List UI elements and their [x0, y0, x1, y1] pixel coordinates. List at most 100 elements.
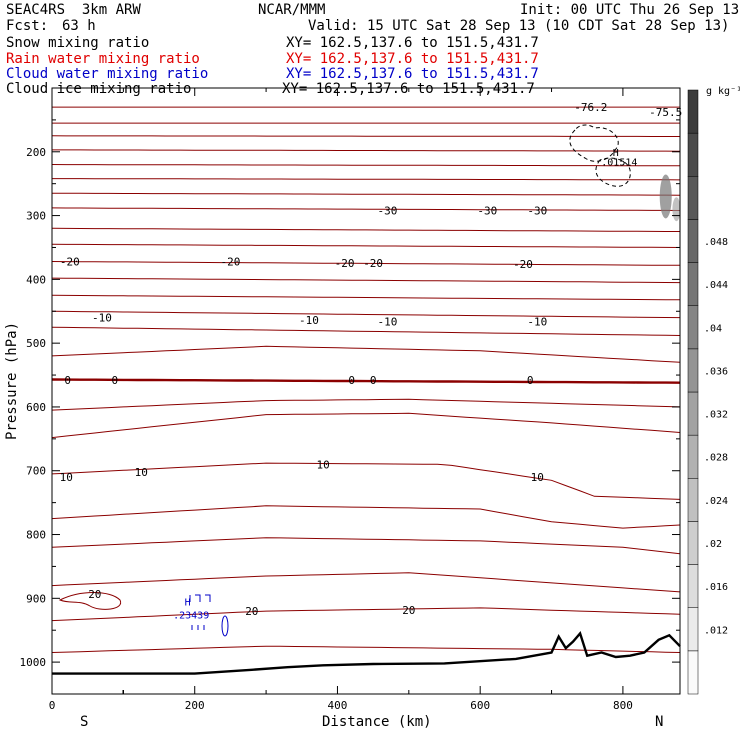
- colorbar-segment: [687, 434, 699, 479]
- org-title: NCAR/MMM: [258, 2, 326, 18]
- temperature-contour: [51, 505, 681, 529]
- max-label: .01514: [601, 157, 637, 168]
- snow-outline: [595, 157, 631, 187]
- y-tick-label: 700: [26, 465, 46, 478]
- x-tick-label: 800: [613, 699, 633, 712]
- contour-label: -20: [363, 257, 383, 270]
- temperature-contour: [51, 398, 681, 411]
- contour-labels: -76.2 -75.5 -30 -30 -30 -20 -20 -20 -20 -20 -10 -10…: [60, 101, 683, 621]
- temperature-contour: [51, 645, 681, 653]
- colorbar-tick-label: .04: [704, 323, 722, 334]
- contour-label: 10: [531, 471, 544, 484]
- axis-ticks: 0 200 400 600 800200300400500600700800900100…: [20, 88, 680, 712]
- colorbar-tick-label: .044: [704, 280, 728, 291]
- field-cloudice-name: Cloud ice mixing ratio: [6, 81, 192, 97]
- colorbar-segment: [687, 650, 699, 695]
- temperature-contour: [51, 572, 681, 593]
- contour-label: -76.2: [574, 101, 607, 114]
- contour-label: 10: [135, 466, 148, 479]
- contour-label: 20: [402, 604, 415, 617]
- y-tick-label: 900: [26, 592, 46, 605]
- x-tick-label: 0: [49, 699, 56, 712]
- contour-label: -20: [513, 258, 533, 271]
- model-title: SEAC4RS 3km ARW: [6, 2, 141, 18]
- fcst-value: 63 h: [62, 18, 96, 34]
- contour-label: 0: [64, 374, 71, 387]
- fcst-label: Fcst:: [6, 18, 49, 34]
- contour-label: 20: [88, 588, 101, 601]
- field-cloudice-xy: XY= 162.5,137.6 to 151.5,431.7: [282, 81, 535, 97]
- contour-label: -10: [377, 315, 397, 328]
- contour-label: -10: [299, 314, 319, 327]
- mixing-ratio-shading: [58, 124, 681, 637]
- contour-label: -20: [335, 257, 355, 270]
- temperature-contour: [51, 277, 681, 284]
- valid-time: Valid: 15 UTC Sat 28 Sep 13 (10 CDT Sat …: [308, 18, 730, 34]
- y-axis-label: Pressure (hPa): [4, 322, 20, 440]
- temperature-contour: [51, 294, 681, 301]
- contour-label: 0: [111, 374, 118, 387]
- contour-label: -10: [527, 315, 547, 328]
- field-rain-xy: XY= 162.5,137.6 to 151.5,431.7: [286, 51, 539, 67]
- y-tick-label: 800: [26, 529, 46, 542]
- colorbar-tick-label: .036: [704, 366, 728, 377]
- temperature-contour: [51, 310, 681, 319]
- contour-label: -30: [527, 204, 547, 217]
- colorbar-segment: [687, 176, 699, 220]
- cloud-water-outline: [189, 594, 211, 602]
- max-label: .23439: [173, 610, 209, 621]
- y-tick-label: 200: [26, 146, 46, 159]
- temperature-contour-closed: [58, 592, 122, 610]
- colorbar-segment: [687, 262, 699, 306]
- ice-shading: [659, 174, 672, 219]
- temperature-contour: [51, 135, 680, 137]
- colorbar-tick-label: .012: [704, 625, 728, 636]
- colorbar-segment: [687, 607, 699, 652]
- colorbar-segment: [687, 348, 699, 393]
- field-snow-name: Snow mixing ratio: [6, 35, 150, 51]
- colorbar-tick-label: .028: [704, 453, 728, 464]
- contour-label: -30: [377, 204, 397, 217]
- colorbar-segment: [687, 521, 699, 565]
- contour-label: -10: [92, 312, 112, 325]
- cloud-water-outline: [221, 615, 229, 637]
- colorbar-tick-label: .032: [704, 410, 728, 421]
- colorbar: .012 .016 .02 .024 .028 .032 .036 .04 .044 .048: [687, 89, 728, 695]
- temperature-contour: [52, 149, 681, 152]
- contour-label: 0: [527, 374, 534, 387]
- contour-label: 10: [317, 458, 330, 471]
- temperature-contour: [51, 537, 681, 555]
- temperature-contour: [51, 462, 681, 500]
- colorbar-tick-label: .016: [704, 582, 728, 593]
- x-end-label: N: [655, 714, 663, 730]
- temperature-contour: [51, 207, 681, 211]
- temperature-contour: [51, 243, 681, 248]
- y-tick-label: 600: [26, 401, 46, 414]
- x-tick-label: 600: [470, 699, 490, 712]
- plot-frame: [51, 87, 681, 695]
- colorbar-segment: [687, 219, 699, 263]
- colorbar-segment: [687, 89, 699, 134]
- y-tick-label: 1000: [20, 656, 47, 669]
- temperature-contour: [51, 227, 680, 232]
- temperature-contour: [51, 326, 681, 336]
- snow-outline: [569, 124, 619, 162]
- x-tick-label: 200: [185, 699, 205, 712]
- x-axis-label: Distance (km): [322, 714, 432, 730]
- colorbar-unit: g kg⁻¹: [706, 86, 740, 97]
- y-tick-label: 300: [26, 210, 46, 223]
- colorbar-tick-label: .048: [704, 237, 728, 248]
- init-time: Init: 00 UTC Thu 26 Sep 13: [520, 2, 740, 18]
- field-cloudwater-xy: XY= 162.5,137.6 to 151.5,431.7: [286, 66, 539, 82]
- max-label: H: [185, 598, 191, 609]
- terrain-line: [52, 630, 681, 675]
- contour-label: 10: [60, 471, 73, 484]
- x-tick-label: 400: [328, 699, 348, 712]
- field-snow-xy: XY= 162.5,137.6 to 151.5,431.7: [286, 35, 539, 51]
- colorbar-tick-label: .02: [704, 539, 722, 550]
- colorbar-segment: [687, 132, 699, 177]
- y-tick-label: 500: [26, 337, 46, 350]
- colorbar-segment: [687, 478, 699, 522]
- contour-label: 0: [348, 374, 355, 387]
